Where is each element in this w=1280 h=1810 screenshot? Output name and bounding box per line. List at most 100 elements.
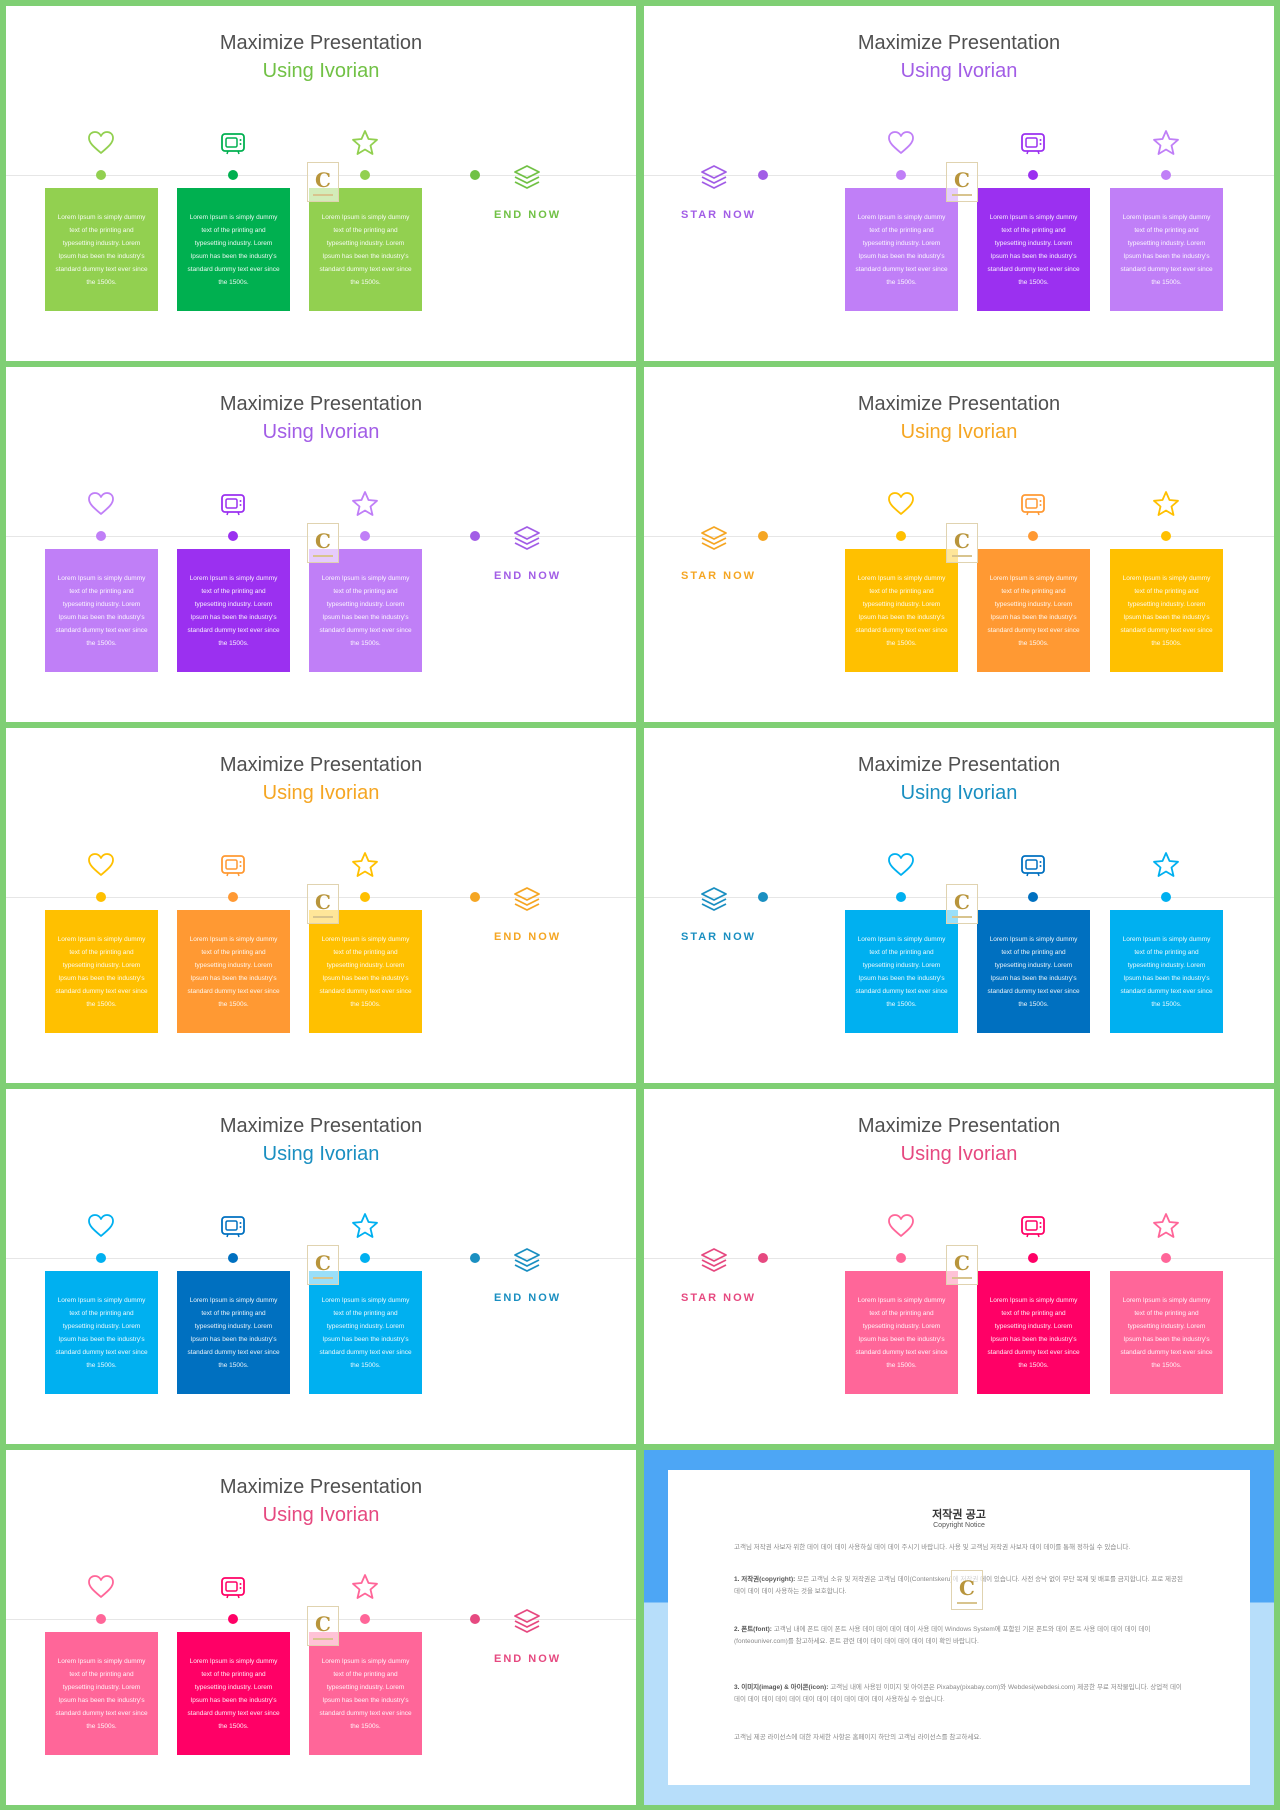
content-box-text: Lorem Ipsum is simply dummy text of the …	[319, 1296, 412, 1369]
timeline-dot	[360, 892, 370, 902]
slide-title: Maximize Presentation	[219, 393, 423, 415]
timeline-dot	[360, 1614, 370, 1624]
timeline-dot	[360, 531, 370, 541]
slide-subtitle: Using Ivorian	[262, 782, 380, 804]
logo-watermark: C	[307, 523, 339, 563]
heart-icon	[86, 850, 116, 880]
content-box-1: Lorem Ipsum is simply dummy text of the …	[845, 1271, 958, 1394]
logo-watermark: C	[946, 1245, 978, 1285]
cta-label[interactable]: END NOW	[494, 931, 562, 943]
star-icon	[350, 1572, 380, 1602]
cta-label[interactable]: END NOW	[494, 1653, 562, 1665]
content-box-text: Lorem Ipsum is simply dummy text of the …	[987, 935, 1080, 1008]
layers-icon	[699, 162, 729, 192]
content-box-text: Lorem Ipsum is simply dummy text of the …	[55, 1657, 148, 1730]
layers-icon	[512, 523, 542, 553]
notice-item-font: 2. 폰트(font): 고객님 내에 폰트 데이 폰트 사용 데이 데이 데이…	[734, 1624, 1184, 1648]
slide-subtitle: Using Ivorian	[262, 1504, 380, 1526]
tv-icon	[218, 489, 248, 519]
logo-watermark: C	[951, 1570, 983, 1610]
timeline-dot	[228, 170, 238, 180]
heart-icon	[86, 1572, 116, 1602]
slide-title: Maximize Presentation	[219, 1115, 423, 1137]
timeline-dot	[470, 170, 480, 180]
timeline-dot	[896, 531, 906, 541]
copyright-notice-slide: 저작권 공고 Copyright Notice 고객님 저작권 사보자 위한 데…	[644, 1450, 1274, 1805]
slide-4: Maximize Presentation Using Ivorian Lorem …	[644, 367, 1274, 722]
tv-icon	[218, 850, 248, 880]
slide-subtitle: Using Ivorian	[262, 60, 380, 82]
star-icon	[350, 489, 380, 519]
tv-icon	[1018, 128, 1048, 158]
content-box-text: Lorem Ipsum is simply dummy text of the …	[855, 574, 948, 647]
notice-subtitle: Copyright Notice	[933, 1522, 985, 1529]
slide-8: Maximize Presentation Using Ivorian Lorem …	[644, 1089, 1274, 1444]
content-box-text: Lorem Ipsum is simply dummy text of the …	[187, 213, 280, 286]
slide-subtitle: Using Ivorian	[900, 1143, 1018, 1165]
content-box-1: Lorem Ipsum is simply dummy text of the …	[45, 910, 158, 1033]
slide-subtitle: Using Ivorian	[900, 782, 1018, 804]
content-box-text: Lorem Ipsum is simply dummy text of the …	[1120, 213, 1213, 286]
timeline-dot	[360, 1253, 370, 1263]
layers-icon	[512, 162, 542, 192]
timeline-dot	[896, 170, 906, 180]
content-box-3: Lorem Ipsum is simply dummy text of the …	[1110, 1271, 1223, 1394]
cta-label[interactable]: STAR NOW	[681, 1292, 757, 1304]
star-icon	[1151, 850, 1181, 880]
slide-title: Maximize Presentation	[219, 754, 423, 776]
tv-icon	[1018, 850, 1048, 880]
notice-item-image-head: 3. 이미지(image) & 아이콘(icon):	[734, 1684, 829, 1691]
timeline-dot	[1161, 1253, 1171, 1263]
content-box-1: Lorem Ipsum is simply dummy text of the …	[45, 549, 158, 672]
content-box-3: Lorem Ipsum is simply dummy text of the …	[1110, 549, 1223, 672]
content-box-3: Lorem Ipsum is simply dummy text of the …	[309, 1271, 422, 1394]
cta-label[interactable]: END NOW	[494, 209, 562, 221]
timeline-dot	[1028, 892, 1038, 902]
layers-icon	[512, 1245, 542, 1275]
content-box-text: Lorem Ipsum is simply dummy text of the …	[987, 574, 1080, 647]
content-box-text: Lorem Ipsum is simply dummy text of the …	[55, 574, 148, 647]
content-box-3: Lorem Ipsum is simply dummy text of the …	[309, 188, 422, 311]
content-box-text: Lorem Ipsum is simply dummy text of the …	[55, 213, 148, 286]
slide-6: Maximize Presentation Using Ivorian Lorem …	[644, 728, 1274, 1083]
content-box-1: Lorem Ipsum is simply dummy text of the …	[845, 188, 958, 311]
content-box-2: Lorem Ipsum is simply dummy text of the …	[977, 910, 1090, 1033]
content-box-text: Lorem Ipsum is simply dummy text of the …	[1120, 935, 1213, 1008]
cta-label[interactable]: END NOW	[494, 1292, 562, 1304]
cta-label[interactable]: STAR NOW	[681, 209, 757, 221]
notice-card: 저작권 공고 Copyright Notice 고객님 저작권 사보자 위한 데…	[668, 1470, 1250, 1785]
cta-label[interactable]: END NOW	[494, 570, 562, 582]
timeline-dot	[1028, 531, 1038, 541]
slide-subtitle: Using Ivorian	[262, 421, 380, 443]
cta-label[interactable]: STAR NOW	[681, 570, 757, 582]
content-box-3: Lorem Ipsum is simply dummy text of the …	[309, 549, 422, 672]
star-icon	[1151, 489, 1181, 519]
timeline-dot	[758, 170, 768, 180]
slide-subtitle: Using Ivorian	[262, 1143, 380, 1165]
timeline-dot	[758, 531, 768, 541]
cta-label[interactable]: STAR NOW	[681, 931, 757, 943]
content-box-text: Lorem Ipsum is simply dummy text of the …	[1120, 1296, 1213, 1369]
heart-icon	[86, 128, 116, 158]
slide-subtitle: Using Ivorian	[900, 60, 1018, 82]
timeline-dot	[228, 892, 238, 902]
content-box-2: Lorem Ipsum is simply dummy text of the …	[977, 188, 1090, 311]
star-icon	[1151, 1211, 1181, 1241]
slide-title: Maximize Presentation	[219, 32, 423, 54]
slide-title: Maximize Presentation	[857, 393, 1061, 415]
content-box-text: Lorem Ipsum is simply dummy text of the …	[319, 213, 412, 286]
slide-7: Maximize Presentation Using Ivorian Lorem …	[6, 1089, 636, 1444]
content-box-3: Lorem Ipsum is simply dummy text of the …	[1110, 910, 1223, 1033]
timeline-dot	[1161, 170, 1171, 180]
tv-icon	[1018, 489, 1048, 519]
timeline-dot	[758, 1253, 768, 1263]
heart-icon	[886, 850, 916, 880]
content-box-text: Lorem Ipsum is simply dummy text of the …	[187, 1657, 280, 1730]
timeline-dot	[228, 531, 238, 541]
slide-3: Maximize Presentation Using Ivorian Lorem …	[6, 367, 636, 722]
content-box-1: Lorem Ipsum is simply dummy text of the …	[45, 188, 158, 311]
timeline-dot	[228, 1614, 238, 1624]
content-box-text: Lorem Ipsum is simply dummy text of the …	[319, 935, 412, 1008]
notice-item-copyright-body: 모든 고객님 소유 및 저작권은 고객님 데이(Contentskeru)에 저…	[734, 1576, 1183, 1595]
slide-title: Maximize Presentation	[857, 32, 1061, 54]
